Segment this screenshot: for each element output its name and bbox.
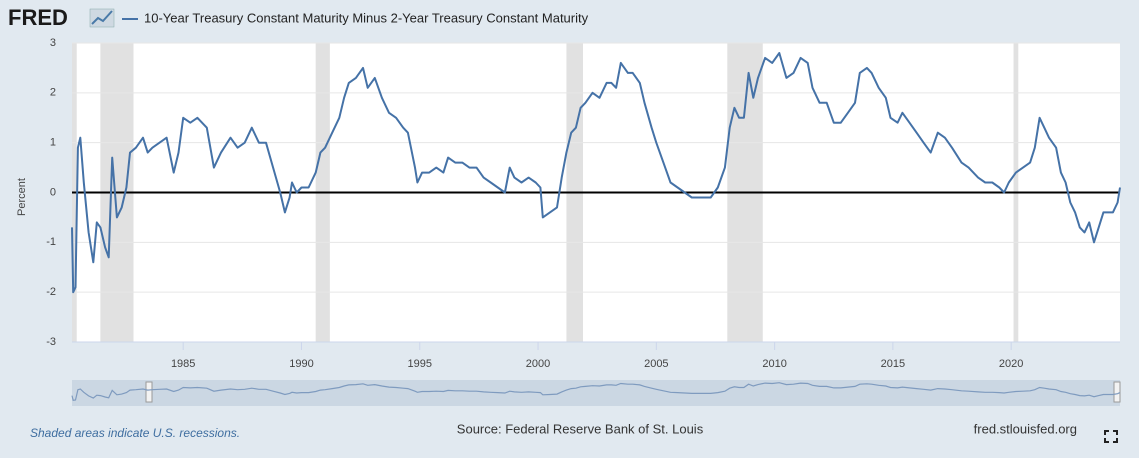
- legend-label: 10-Year Treasury Constant Maturity Minus…: [144, 10, 589, 25]
- recession-note: Shaded areas indicate U.S. recessions.: [30, 426, 240, 440]
- x-tick-label: 2015: [881, 358, 905, 370]
- y-tick-label: 0: [50, 186, 56, 198]
- y-axis-label: Percent: [16, 178, 28, 216]
- x-tick-label: 2010: [762, 358, 786, 370]
- x-tick-label: 2000: [526, 358, 550, 370]
- y-tick-label: -3: [46, 336, 56, 348]
- navigator-handle[interactable]: [1113, 381, 1121, 403]
- site-link[interactable]: fred.stlouisfed.org: [974, 421, 1077, 436]
- navigator: [72, 380, 1120, 406]
- y-tick-label: 1: [50, 137, 56, 149]
- navigator-line: [71, 382, 1121, 401]
- fullscreen-icon[interactable]: [1104, 430, 1118, 443]
- series-line: [71, 52, 1121, 294]
- plot-layer: -3 -2 -1 0 1 2 3 1985 1990 1995 2000 2005 2010 2015 20…: [46, 37, 1121, 401]
- y-tick-label: 3: [50, 37, 56, 49]
- logo: FRED: [8, 5, 68, 30]
- x-tick-label: 1995: [408, 358, 432, 370]
- x-tick-label: 1985: [171, 358, 195, 370]
- y-tick-label: 2: [50, 87, 56, 99]
- source: Source: Federal Reserve Bank of St. Loui…: [457, 421, 704, 436]
- y-tick-label: -1: [46, 236, 56, 248]
- x-tick-label: 1990: [289, 358, 313, 370]
- x-tick-label: 2005: [644, 358, 668, 370]
- navigator-handle[interactable]: [145, 381, 153, 403]
- logo-icon: [89, 8, 115, 28]
- y-tick-label: -2: [46, 286, 56, 298]
- x-tick-label: 2020: [999, 358, 1023, 370]
